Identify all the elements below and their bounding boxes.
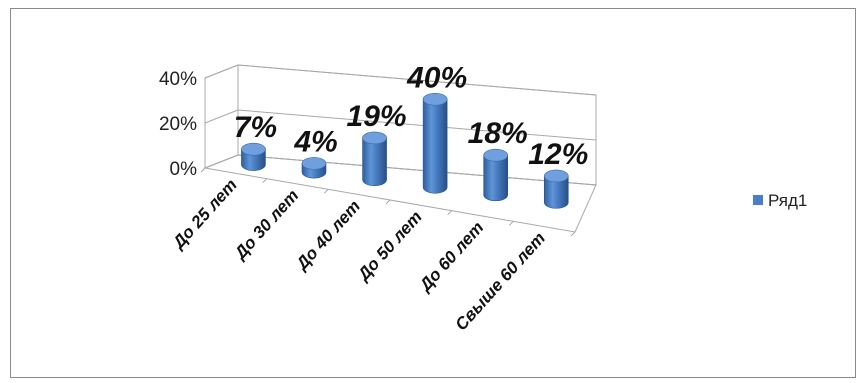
bar-body <box>483 154 508 202</box>
bar-top <box>301 157 327 170</box>
y-tick-label: 20% <box>159 114 197 135</box>
data-label: 4% <box>293 125 337 158</box>
x-tick-mark <box>570 231 576 237</box>
data-label: 12% <box>528 138 588 171</box>
bar-top <box>241 142 266 156</box>
y-tick-label: 0% <box>170 159 198 180</box>
data-label: 40% <box>406 61 467 94</box>
category-label: До 30 лет <box>230 186 303 264</box>
bar-2 <box>362 131 387 187</box>
legend-label: Ряд1 <box>768 191 807 210</box>
x-tick-mark <box>262 178 268 184</box>
bar-top <box>483 148 509 162</box>
bar-3 <box>422 92 448 194</box>
gridline <box>204 154 597 186</box>
bar-0 <box>241 142 266 171</box>
gridline <box>204 64 597 96</box>
gridline <box>204 109 597 141</box>
category-label: До 25 лет <box>168 175 241 253</box>
category-label: До 60 лет <box>415 218 488 296</box>
category-label: До 40 лет <box>291 197 364 275</box>
data-label: 19% <box>347 100 407 133</box>
legend-swatch <box>753 195 763 205</box>
x-tick-mark <box>323 188 329 194</box>
bar-body <box>422 98 448 194</box>
bar-5 <box>543 169 569 209</box>
x-tick-mark <box>447 210 453 216</box>
x-tick-mark <box>200 167 206 173</box>
y-tick-label: 40% <box>159 69 197 90</box>
bar-4 <box>483 148 509 202</box>
x-tick-mark <box>385 199 391 205</box>
bar-top <box>422 92 448 106</box>
data-label: 7% <box>234 111 277 144</box>
bar-top <box>362 131 387 145</box>
bar-top <box>543 169 569 183</box>
category-label: До 50 лет <box>353 207 426 285</box>
bar-body <box>362 137 387 187</box>
x-tick-mark <box>508 220 514 226</box>
data-label: 18% <box>468 117 528 150</box>
bar-body <box>543 175 569 209</box>
bar-1 <box>301 157 327 179</box>
